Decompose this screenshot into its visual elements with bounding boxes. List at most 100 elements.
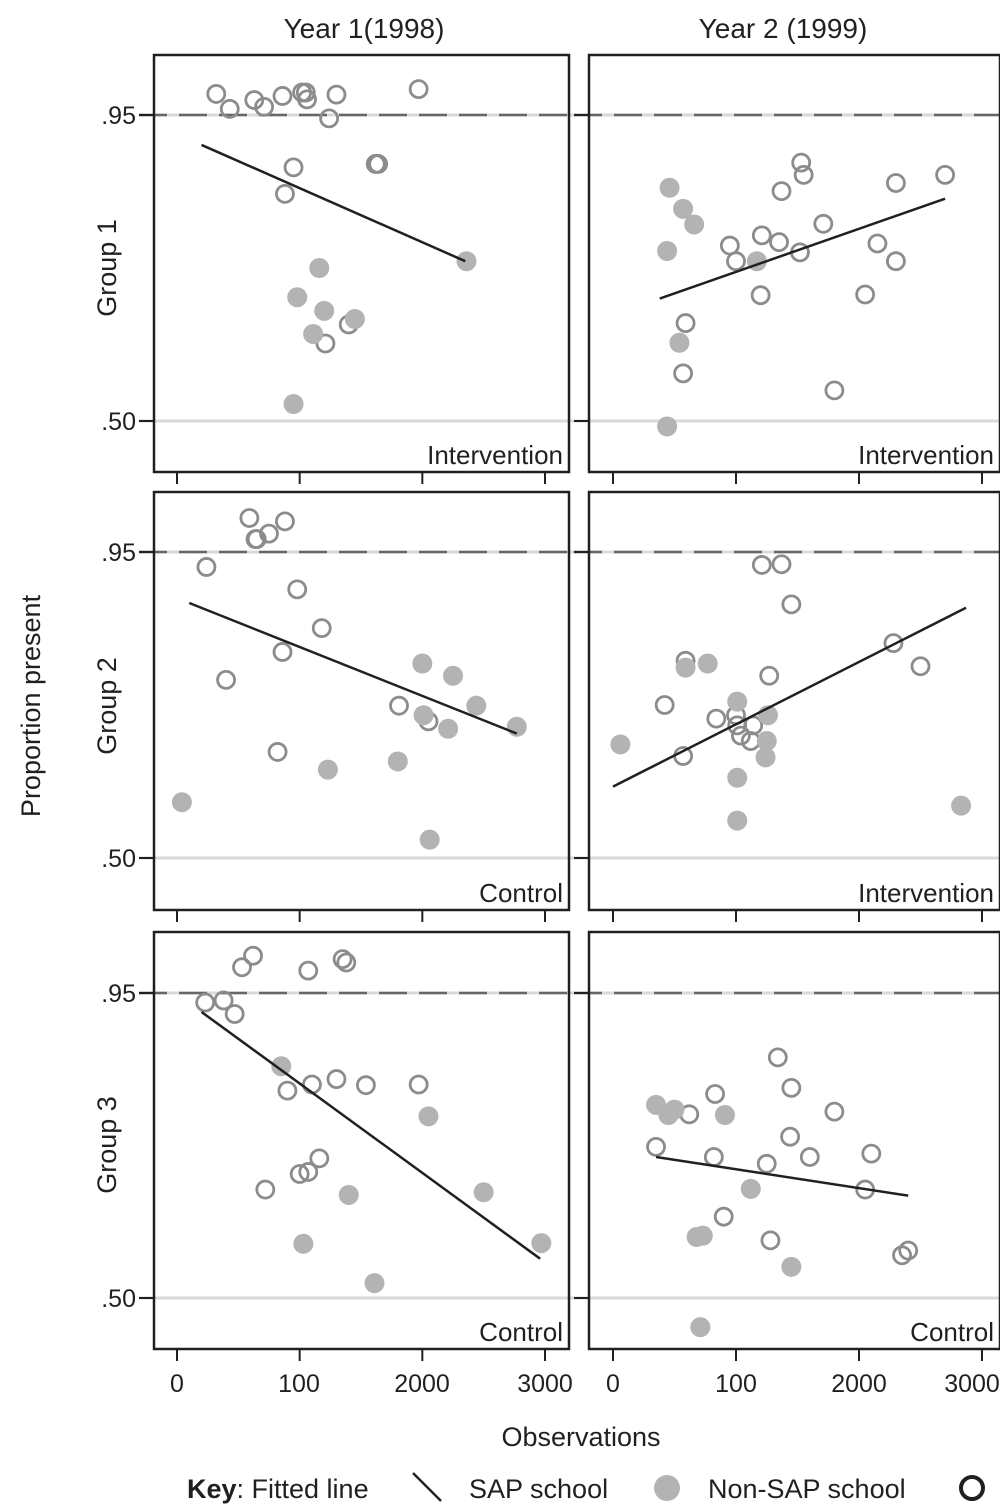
x-tick-label-right-2: 2000 xyxy=(831,1370,887,1398)
non-sap-point xyxy=(861,1143,882,1164)
non-sap-point xyxy=(255,1179,276,1200)
non-sap-point xyxy=(196,557,217,577)
sap-point xyxy=(675,657,696,678)
sap-point xyxy=(344,309,365,329)
sap-point xyxy=(781,1256,802,1277)
sap-point xyxy=(657,416,678,437)
sap-point xyxy=(756,731,777,752)
sap-point xyxy=(727,691,748,712)
panel-3-1: Control .95 .50 xyxy=(101,930,587,1361)
non-sap-point xyxy=(892,1245,912,1266)
legend-sap-label: SAP school xyxy=(469,1474,608,1504)
sap-point xyxy=(309,258,330,278)
fitted-line xyxy=(659,197,946,300)
sap-point xyxy=(293,1233,314,1254)
x-tick-label-left-1: 100 xyxy=(278,1370,320,1398)
sap-point xyxy=(473,1182,494,1203)
non-sap-point xyxy=(771,554,792,575)
panel-3-2: Control xyxy=(574,930,1000,1361)
panel-label: Control xyxy=(910,1317,994,1347)
non-sap-point xyxy=(287,579,308,600)
non-sap-point xyxy=(302,1074,322,1095)
legend: Key: Fitted line SAP school Non-SAP scho… xyxy=(187,1472,985,1504)
sap-point xyxy=(283,394,304,414)
sap-point xyxy=(659,177,680,198)
non-sap-point xyxy=(750,285,771,306)
sap-point xyxy=(314,300,335,321)
sap-point xyxy=(657,241,678,261)
x-axis-title: Observations xyxy=(501,1422,660,1452)
panel-frame xyxy=(152,53,571,474)
non-sap-point xyxy=(767,1047,788,1068)
sap-point xyxy=(412,653,433,674)
sap-point xyxy=(387,751,408,772)
row-label-group-3: Group 3 xyxy=(92,1096,122,1194)
sap-point xyxy=(413,705,434,726)
non-sap-point xyxy=(759,665,780,686)
svg-text:Key: Fitted line: Key: Fitted line xyxy=(187,1474,369,1504)
non-sap-point xyxy=(272,86,293,106)
panel-frame xyxy=(587,930,1000,1351)
sap-point xyxy=(418,1106,439,1127)
non-sap-point xyxy=(781,594,802,615)
sap-point xyxy=(669,332,690,353)
non-sap-point xyxy=(224,1004,245,1024)
legend-fitted-line-label: : Fitted line xyxy=(237,1474,369,1504)
fitted-line xyxy=(201,143,466,263)
fitted-line xyxy=(655,1155,909,1197)
panels: Intervention .95 .50 Intervention Control .95… xyxy=(101,53,1000,1361)
y-tick-label-050: .50 xyxy=(101,845,136,873)
sap-point xyxy=(673,198,694,219)
y-tick-label-050: .50 xyxy=(101,1285,136,1313)
x-tick-label-right-0: 0 xyxy=(606,1370,620,1398)
non-sap-point xyxy=(751,225,772,246)
non-sap-point xyxy=(332,949,353,970)
non-sap-point xyxy=(751,555,772,575)
x-tick-labels: 0 100 2000 3000 0 100 2000 3000 xyxy=(170,1370,1000,1398)
non-sap-point xyxy=(267,742,288,762)
non-sap-point xyxy=(295,82,316,103)
sap-point xyxy=(338,1184,359,1205)
panel-label: Intervention xyxy=(427,440,563,470)
non-sap-point xyxy=(867,233,888,254)
sap-point xyxy=(714,1105,735,1125)
non-sap-point xyxy=(731,725,751,746)
non-sap-point xyxy=(326,1069,347,1089)
non-sap-point xyxy=(883,633,904,654)
sap-point xyxy=(466,695,487,716)
non-sap-point xyxy=(408,1074,429,1095)
panel-frame xyxy=(152,930,571,1351)
sap-point xyxy=(531,1233,552,1254)
panel-label: Control xyxy=(479,878,563,908)
non-sap-point xyxy=(319,108,340,129)
non-sap-point xyxy=(705,1084,725,1104)
non-sap-point xyxy=(206,84,227,104)
non-sap-point xyxy=(706,708,727,729)
sap-point xyxy=(658,1105,679,1125)
row-label-group-1: Group 1 xyxy=(92,219,122,317)
sap-point xyxy=(727,810,748,831)
non-sap-point xyxy=(219,98,240,119)
non-sap-point xyxy=(297,89,317,110)
non-sap-point xyxy=(195,992,216,1013)
non-sap-point xyxy=(703,1147,724,1167)
y-tick-label-050: .50 xyxy=(101,408,136,436)
non-sap-point xyxy=(298,1162,319,1182)
non-sap-point xyxy=(781,1077,802,1098)
non-sap-point xyxy=(275,511,295,532)
non-sap-point xyxy=(326,84,347,105)
non-sap-point xyxy=(275,183,295,204)
sap-point xyxy=(317,759,338,780)
panel-label: Intervention xyxy=(858,878,994,908)
non-sap-point xyxy=(824,380,845,401)
non-sap-point xyxy=(356,1075,376,1096)
non-sap-point xyxy=(726,251,746,272)
sap-point xyxy=(727,767,748,788)
y-tick-label-095: .95 xyxy=(101,102,136,130)
panel-1-2: Intervention xyxy=(574,53,1000,484)
sap-point xyxy=(438,718,459,739)
non-sap-point xyxy=(813,213,834,234)
non-sap-point xyxy=(886,173,906,193)
legend-fitted-line-symbol xyxy=(412,1472,442,1502)
